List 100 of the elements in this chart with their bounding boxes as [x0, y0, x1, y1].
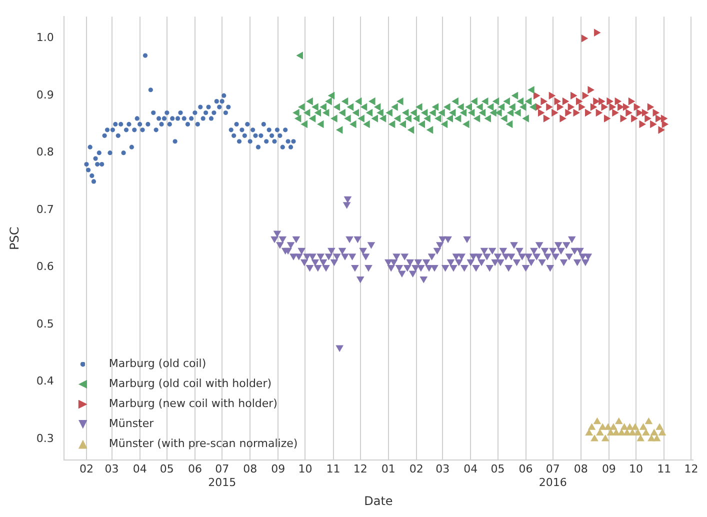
point: [650, 120, 657, 128]
point: [631, 423, 640, 430]
x-tick-label: 07 2016: [538, 462, 567, 489]
point: [644, 417, 653, 424]
point: [634, 103, 641, 111]
point: [590, 103, 598, 111]
point: [631, 114, 638, 122]
x-tick-label: 05: [160, 462, 174, 476]
point: [662, 120, 669, 128]
point: [585, 428, 593, 436]
point: [650, 428, 658, 436]
point: [556, 103, 564, 111]
point: [626, 423, 634, 430]
x-tick-label: 06: [188, 462, 202, 476]
point: [620, 114, 627, 122]
point: [560, 114, 566, 122]
x-tick-label: 05: [490, 462, 505, 476]
point: [609, 103, 616, 111]
x-tick-label: 07 2015: [208, 462, 236, 489]
point: [582, 92, 590, 100]
point: [604, 114, 611, 122]
point: [554, 97, 562, 106]
point: [573, 108, 580, 117]
x-tick-label: 10: [298, 462, 312, 476]
y-tick-label: 0.7: [36, 202, 54, 216]
legend-label: Marburg (new coil with holder): [108, 396, 278, 412]
x-tick-label: 04: [464, 462, 478, 476]
point: [588, 423, 596, 430]
point: [610, 423, 618, 430]
y-tick-label: 0.6: [36, 260, 54, 274]
point: [543, 114, 550, 122]
point: [660, 114, 668, 122]
point: [570, 92, 578, 100]
legend-label: Marburg (old coil with holder): [108, 376, 272, 392]
point: [568, 103, 575, 111]
point: [581, 34, 588, 42]
point: [533, 92, 540, 100]
point: [565, 108, 572, 117]
point: [538, 108, 545, 117]
point: [626, 108, 632, 117]
point: [601, 103, 608, 111]
point: [628, 97, 636, 106]
x-tick-label: 06: [518, 462, 533, 476]
y-tick-label: 0.3: [36, 432, 54, 445]
x-tick-label: 03: [436, 462, 450, 476]
point: [593, 417, 602, 424]
point: [658, 126, 665, 134]
x-tick-label: 11: [326, 462, 340, 476]
legend-label: Münster: [108, 416, 154, 432]
x-tick-label: 03: [104, 462, 119, 476]
point: [588, 86, 594, 94]
x-tick-label: 04: [132, 462, 147, 476]
x-tick-label: 02: [409, 462, 424, 476]
point: [593, 97, 600, 106]
point: [601, 434, 610, 442]
x-tick-label: 10: [629, 462, 644, 476]
x-tick-label: 12: [353, 462, 368, 476]
point: [614, 97, 622, 106]
point: [612, 108, 619, 117]
point: [622, 103, 630, 111]
point: [606, 97, 614, 106]
y-tick-label: 0.4: [36, 374, 54, 388]
point: [658, 428, 666, 436]
legend-label: Münster (with pre-scan normalize): [108, 436, 298, 452]
point: [596, 108, 603, 117]
point: [642, 428, 650, 436]
point: [546, 103, 553, 111]
x-tick-label: 08: [574, 462, 588, 476]
y-axis-title: PSC: [7, 226, 22, 250]
point: [576, 97, 583, 106]
point: [656, 423, 664, 430]
point: [644, 114, 652, 122]
point: [584, 108, 592, 117]
point: [594, 28, 601, 37]
legend-label: Marburg (old coil): [108, 356, 206, 372]
x-tick-label: 01: [381, 462, 396, 476]
point: [652, 434, 661, 442]
point: [639, 120, 646, 128]
point: [548, 92, 556, 100]
y-tick-label: 0.9: [36, 88, 54, 102]
x-axis-title: Date: [364, 494, 393, 508]
x-tick-label: 09: [602, 462, 616, 476]
y-tick-label: 0.8: [36, 146, 54, 159]
point: [647, 103, 654, 111]
point: [642, 108, 649, 117]
x-tick-label: 12: [684, 462, 698, 476]
point: [652, 108, 660, 117]
y-tick-label: 1.0: [36, 31, 54, 44]
point: [639, 423, 648, 430]
point: [614, 417, 623, 424]
point: [540, 97, 548, 106]
x-tick-label: 09: [271, 462, 286, 476]
x-tick-label: 08: [243, 462, 258, 476]
x-tick-label: 11: [657, 462, 672, 476]
point: [590, 434, 598, 442]
x-tick-label: 02: [79, 462, 94, 476]
point: [578, 103, 586, 111]
point: [596, 428, 604, 436]
y-tick-label: 0.5: [36, 317, 54, 330]
point: [598, 97, 606, 106]
